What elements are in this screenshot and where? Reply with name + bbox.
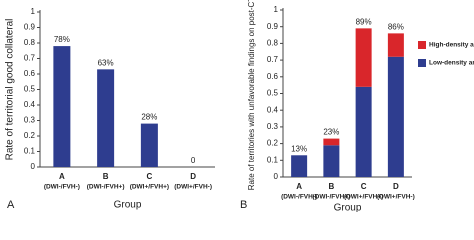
panel-label: A bbox=[7, 199, 15, 211]
y-tick-label: 0.6 bbox=[24, 69, 36, 78]
x-tick-note: (DWI-/FVH+) bbox=[87, 184, 125, 191]
legend-label: Low-density area bbox=[429, 60, 474, 67]
y-tick-label: 1 bbox=[31, 7, 36, 16]
y-tick-label: 0.9 bbox=[267, 22, 279, 31]
y-tick-label: 0.6 bbox=[267, 72, 279, 81]
y-tick-label: 0 bbox=[274, 172, 279, 181]
bar-segment bbox=[387, 56, 404, 178]
x-tick-label: A bbox=[59, 172, 65, 181]
y-tick-label: 0 bbox=[31, 162, 36, 171]
bar-segment bbox=[387, 33, 404, 57]
y-tick-label: 0.9 bbox=[24, 23, 36, 32]
y-tick-label: 0.5 bbox=[24, 85, 36, 94]
y-tick-label: 0.8 bbox=[24, 38, 36, 47]
y-tick-label: 0.7 bbox=[267, 55, 279, 64]
bar-segment bbox=[355, 86, 372, 177]
x-tick-label: D bbox=[190, 172, 196, 181]
x-tick-note: (DWI+/FVH+) bbox=[130, 184, 169, 191]
x-axis-label: Group bbox=[114, 200, 142, 211]
y-tick-label: 0.4 bbox=[267, 105, 279, 114]
value-label: 28% bbox=[141, 113, 157, 122]
bar bbox=[140, 123, 158, 167]
bar-segment bbox=[323, 145, 340, 177]
total-label: 13% bbox=[291, 144, 307, 153]
x-tick-label: B bbox=[103, 172, 109, 181]
y-tick-label: 0.8 bbox=[267, 39, 279, 48]
bar-segment bbox=[291, 155, 308, 177]
y-tick-label: 0.3 bbox=[24, 116, 36, 125]
legend-label: High-density area bbox=[429, 42, 474, 49]
total-label: 23% bbox=[323, 128, 339, 137]
x-tick-note: (DWI+/FVH-) bbox=[377, 194, 415, 201]
value-label: 63% bbox=[98, 58, 114, 67]
y-tick-label: 0.1 bbox=[267, 155, 279, 164]
x-tick-label: C bbox=[361, 182, 367, 191]
x-tick-label: C bbox=[146, 172, 152, 181]
y-tick-label: 0.5 bbox=[267, 89, 279, 98]
legend-swatch bbox=[418, 41, 426, 49]
x-axis-label: Group bbox=[334, 203, 362, 212]
bar bbox=[53, 46, 71, 167]
y-tick-label: 1 bbox=[274, 5, 279, 14]
x-tick-note: (DWI+/FVH+) bbox=[344, 194, 383, 201]
x-tick-note: (DWI-/FVH-) bbox=[281, 194, 317, 201]
x-tick-label: B bbox=[328, 182, 334, 191]
total-label: 89% bbox=[356, 17, 372, 26]
y-tick-label: 0.2 bbox=[24, 131, 36, 140]
y-tick-label: 0.3 bbox=[267, 122, 279, 131]
x-tick-label: A bbox=[296, 182, 302, 191]
figure: 0 0.1 0.2 0.3 0.4 0.5 0.6 0.7 0.8 0.9 1 Rate of ter… bbox=[5, 0, 474, 212]
bar-segment bbox=[355, 28, 372, 87]
bar bbox=[97, 69, 115, 167]
y-tick-label: 0.4 bbox=[24, 100, 36, 109]
x-tick-label: D bbox=[393, 182, 399, 191]
y-axis-label: Rate of territorial good collateral bbox=[5, 19, 16, 161]
total-label: 86% bbox=[388, 22, 404, 31]
value-label: 0 bbox=[191, 156, 196, 165]
bar-segment bbox=[323, 138, 340, 146]
y-tick-label: 0.2 bbox=[267, 139, 279, 148]
y-tick-label: 0.1 bbox=[24, 147, 36, 156]
y-tick-label: 0.7 bbox=[24, 54, 36, 63]
value-label: 78% bbox=[54, 35, 70, 44]
panel-label: B bbox=[240, 199, 247, 211]
x-tick-note: (DWI-/FVH+) bbox=[313, 194, 351, 201]
x-tick-note: (DWI+/FVH-) bbox=[174, 184, 212, 191]
x-tick-note: (DWI-/FVH-) bbox=[44, 184, 80, 191]
y-axis-label: Rate of territories with unfavorable fin… bbox=[247, 0, 256, 190]
legend-swatch bbox=[418, 59, 426, 67]
